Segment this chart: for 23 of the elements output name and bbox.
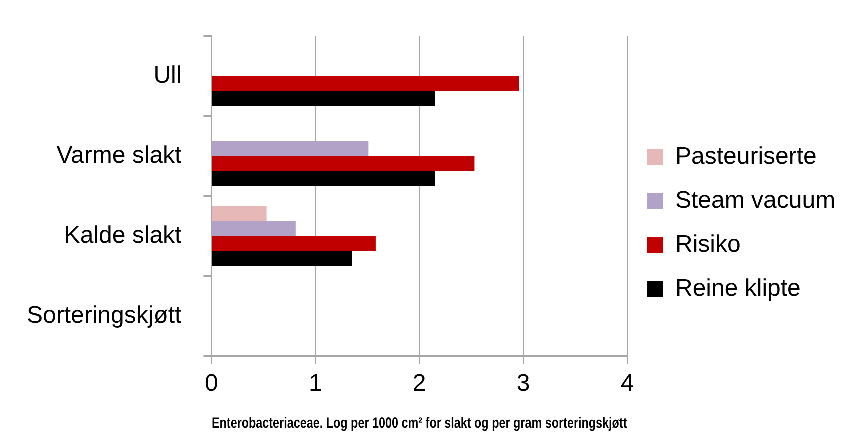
bar	[212, 171, 436, 186]
x-tick-label: 3	[516, 370, 530, 398]
legend-label: Risiko	[676, 231, 741, 258]
bar	[212, 251, 352, 266]
y-tick-label: Varme slakt	[56, 142, 182, 169]
x-tick-label: 1	[308, 370, 322, 398]
x-axis-title: Enterobacteriaceae. Log per 1000 cm² for slakt og per gram sorteringskjøtt	[212, 414, 628, 432]
x-tick-label: 4	[620, 370, 634, 398]
y-tick-label: Ull	[154, 62, 182, 89]
y-tick-label: Kalde slakt	[64, 222, 182, 249]
bar	[212, 76, 520, 92]
y-tick-label: Sorteringskjøtt	[26, 302, 182, 329]
bar	[212, 141, 369, 156]
bar	[212, 156, 475, 172]
bar	[212, 236, 376, 252]
legend-label: Reine klipte	[676, 275, 801, 302]
legend-label: Pasteuriserte	[676, 143, 817, 170]
bar	[212, 91, 436, 106]
bar	[212, 206, 267, 222]
bar	[212, 221, 296, 236]
x-tick-label: 0	[205, 370, 218, 398]
legend-label: Steam vacuum	[676, 187, 836, 214]
x-tick-label: 2	[412, 370, 426, 398]
